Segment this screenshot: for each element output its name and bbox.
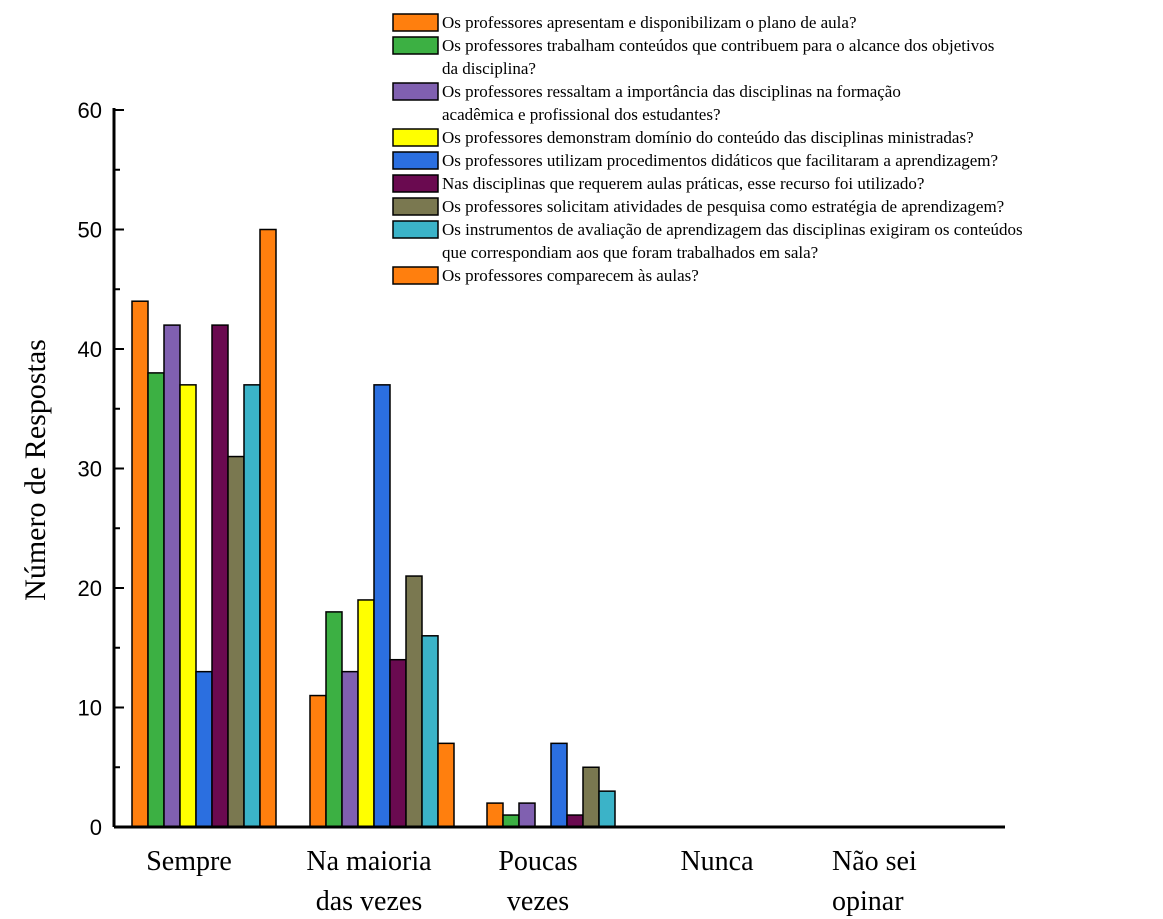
x-tick-label: Sempre [146,846,232,877]
legend-label: Os professores utilizam procedimentos di… [442,151,998,170]
legend-label: Os professores solicitam atividades de p… [442,197,1004,216]
bar [486,802,504,828]
legend-label: Os instrumentos de avaliação de aprendiz… [442,220,1023,239]
bar [147,372,165,828]
legend-label: Os professores comparecem às aulas? [442,266,699,285]
bar [405,575,423,828]
x-tick-label: das vezes [316,886,423,917]
y-tick-label: 0 [90,815,102,840]
y-tick-label: 10 [78,696,102,721]
legend-swatch [392,82,439,101]
bar [325,611,343,828]
bar [582,766,600,828]
bar [309,694,327,828]
bar [179,384,197,828]
bar [598,790,616,828]
bar [566,814,584,828]
bar [131,300,149,828]
legend-swatch [392,128,439,147]
bar [341,670,359,828]
bar [259,228,277,828]
y-tick-label: 60 [78,98,102,123]
y-axis-label: Número de Respostas [19,339,52,601]
x-tick-label: Nunca [680,846,754,877]
legend-swatch [392,36,439,55]
legend-label: Os professores trabalham conteúdos que c… [442,36,994,55]
legend-swatch [392,13,439,32]
legend-swatch [392,220,439,239]
bar [357,599,375,828]
bar [389,658,407,828]
bar [437,742,455,828]
legend-label: Nas disciplinas que requerem aulas práti… [442,174,924,193]
x-tick-label: Não sei [832,846,917,877]
legend-label: Os professores demonstram domínio do con… [442,128,974,147]
y-tick-label: 20 [78,576,102,601]
bar [195,670,213,828]
bar [502,814,520,828]
legend-label: que correspondiam aos que foram trabalha… [442,243,818,262]
legend-swatch [392,151,439,170]
y-tick-label: 50 [78,218,102,243]
bar [550,742,568,828]
bar [211,324,229,828]
legend-label: acadêmica e profissional dos estudantes? [442,105,721,124]
x-tick-label: opinar [832,886,904,917]
bar [373,384,391,828]
x-tick-label: Na maioria [306,846,432,877]
y-tick-label: 40 [78,337,102,362]
legend-label: da disciplina? [442,59,536,78]
x-tick-label: Poucas [498,846,577,877]
bar [421,635,439,828]
bar [243,384,261,828]
legend-swatch [392,266,439,285]
legend-label: Os professores apresentam e disponibiliz… [442,13,856,32]
legend-label: Os professores ressaltam a importância d… [442,82,901,101]
legend-swatch [392,174,439,193]
legend-swatch [392,197,439,216]
bar [227,455,245,828]
bar [163,324,181,828]
x-tick-label: vezes [507,886,569,917]
y-tick-label: 30 [78,457,102,482]
bar [518,802,536,828]
